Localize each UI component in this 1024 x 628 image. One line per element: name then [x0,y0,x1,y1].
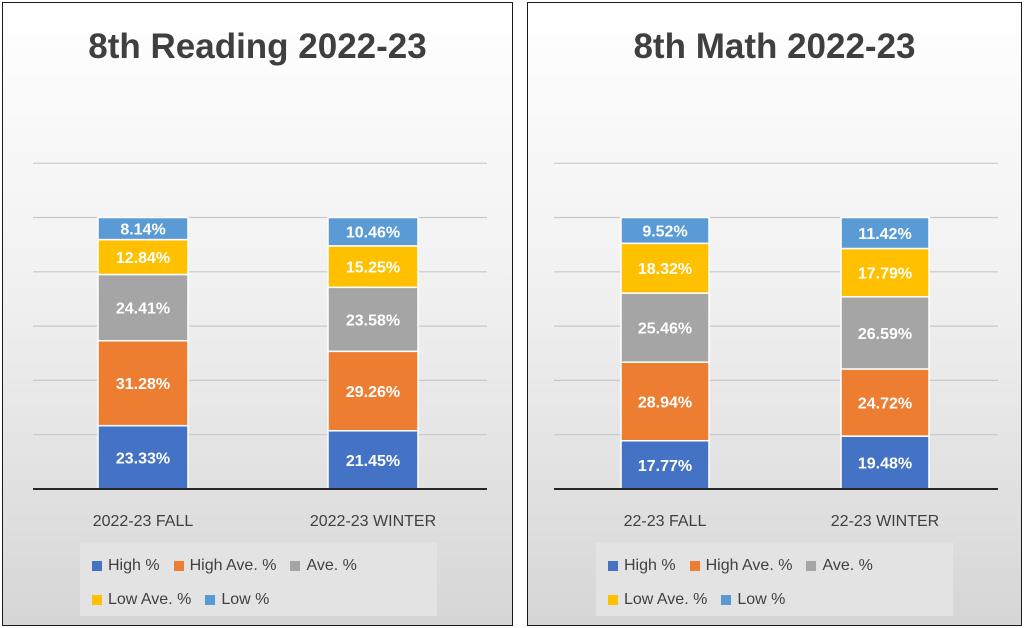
legend-swatch [92,595,102,605]
bar-segment [620,361,710,442]
legend-label: High % [108,557,160,574]
legend-swatch [290,561,301,571]
data-label: 31.28% [116,376,170,393]
chart-legend: High % High Ave. % Ave. % Low Ave. % Low… [596,542,953,616]
bar-segment [327,245,419,289]
legend-swatch [92,561,102,571]
data-label: 17.79% [858,266,912,283]
chart-legend: High % High Ave. % Ave. % Low Ave. % Low… [80,542,437,616]
legend-item-high: High % [608,557,676,575]
bar-segment [840,435,930,490]
data-label: 12.84% [116,250,170,267]
legend-item-low: Low % [205,591,269,609]
legend-label: Low % [737,591,786,608]
legend-label: High % [624,557,676,574]
legend-label: Low Ave. % [108,591,192,608]
data-label: 23.58% [346,312,400,329]
bar-segment [327,286,419,353]
legend-row: Low Ave. % Low % [92,583,437,617]
legend-item-low: Low % [721,591,785,609]
data-label: 19.48% [858,456,912,473]
legend-swatch [608,561,618,571]
legend-label: High Ave. % [705,557,793,574]
bar-segment [840,296,930,370]
data-label: 24.72% [858,396,912,413]
data-label: 23.33% [116,450,170,467]
bar-segment [840,368,930,437]
legend-swatch [205,595,216,605]
legend-item-low-ave: Low Ave. % [608,591,707,609]
category-label: 2022-23 WINTER [310,513,436,530]
legend-row: High % High Ave. % Ave. % [608,549,953,583]
data-label: 17.77% [638,458,692,475]
legend-swatch [689,561,700,571]
bar-segment [97,238,189,276]
data-label: 10.46% [346,225,400,242]
bar-segment [620,292,710,363]
data-label: 24.41% [116,301,170,318]
legend-label: Low Ave. % [624,591,708,608]
data-label: 25.46% [638,321,692,338]
bar-segment [620,242,710,294]
data-label: 15.25% [346,260,400,277]
reading-chart-panel: 8th Reading 2022-23 23.33% 31.28% 24.41% 12… [2,2,513,626]
data-label: 18.32% [638,261,692,278]
category-label: 22-23 WINTER [831,513,939,530]
legend-label: Ave. % [822,557,873,574]
legend-item-low-ave: Low Ave. % [92,591,191,609]
category-label: 22-23 FALL [624,513,707,530]
data-label: 11.42% [858,226,911,243]
legend-row: Low Ave. % Low % [608,583,953,617]
category-label: 2022-23 FALL [93,513,194,530]
bar-segment [327,216,419,247]
chart-title: 8th Math 2022-23 [633,27,916,66]
legend-swatch [173,561,184,571]
data-label: 29.26% [346,384,400,401]
bar-segment [620,216,710,245]
legend-row: High % High Ave. % Ave. % [92,549,437,583]
reading-plot: 23.33% 31.28% 24.41% 12.84% 8.14% 2022-23 FAL… [33,162,487,530]
bar-segment [840,247,930,298]
math-chart-panel: 8th Math 2022-23 17.77% 28.94% 25.46% 18.32… [527,2,1022,626]
legend-item-ave: Ave. % [290,557,357,575]
math-plot: 17.77% 28.94% 25.46% 18.32% 9.52% 22-23 FALL 1… [554,162,998,530]
data-label: 28.94% [638,394,692,411]
data-label: 26.59% [858,326,912,343]
legend-label: Ave. % [306,557,357,574]
legend-swatch [721,595,732,605]
legend-label: Low % [221,591,270,608]
bar-segment [97,424,189,490]
legend-swatch [608,595,618,605]
bar-segment [97,216,189,241]
bar-segment [327,350,419,432]
bar-segment [97,339,189,427]
legend-item-ave: Ave. % [806,557,873,575]
legend-item-high: High % [92,557,160,575]
legend-item-high-ave: High Ave. % [689,557,793,575]
data-label: 9.52% [642,223,687,240]
data-label: 8.14% [120,222,165,239]
legend-swatch [806,561,817,571]
chart-title: 8th Reading 2022-23 [88,27,427,66]
legend-item-high-ave: High Ave. % [173,557,277,575]
bar-segment [840,216,930,250]
data-label: 21.45% [346,453,400,470]
legend-label: High Ave. % [189,557,277,574]
